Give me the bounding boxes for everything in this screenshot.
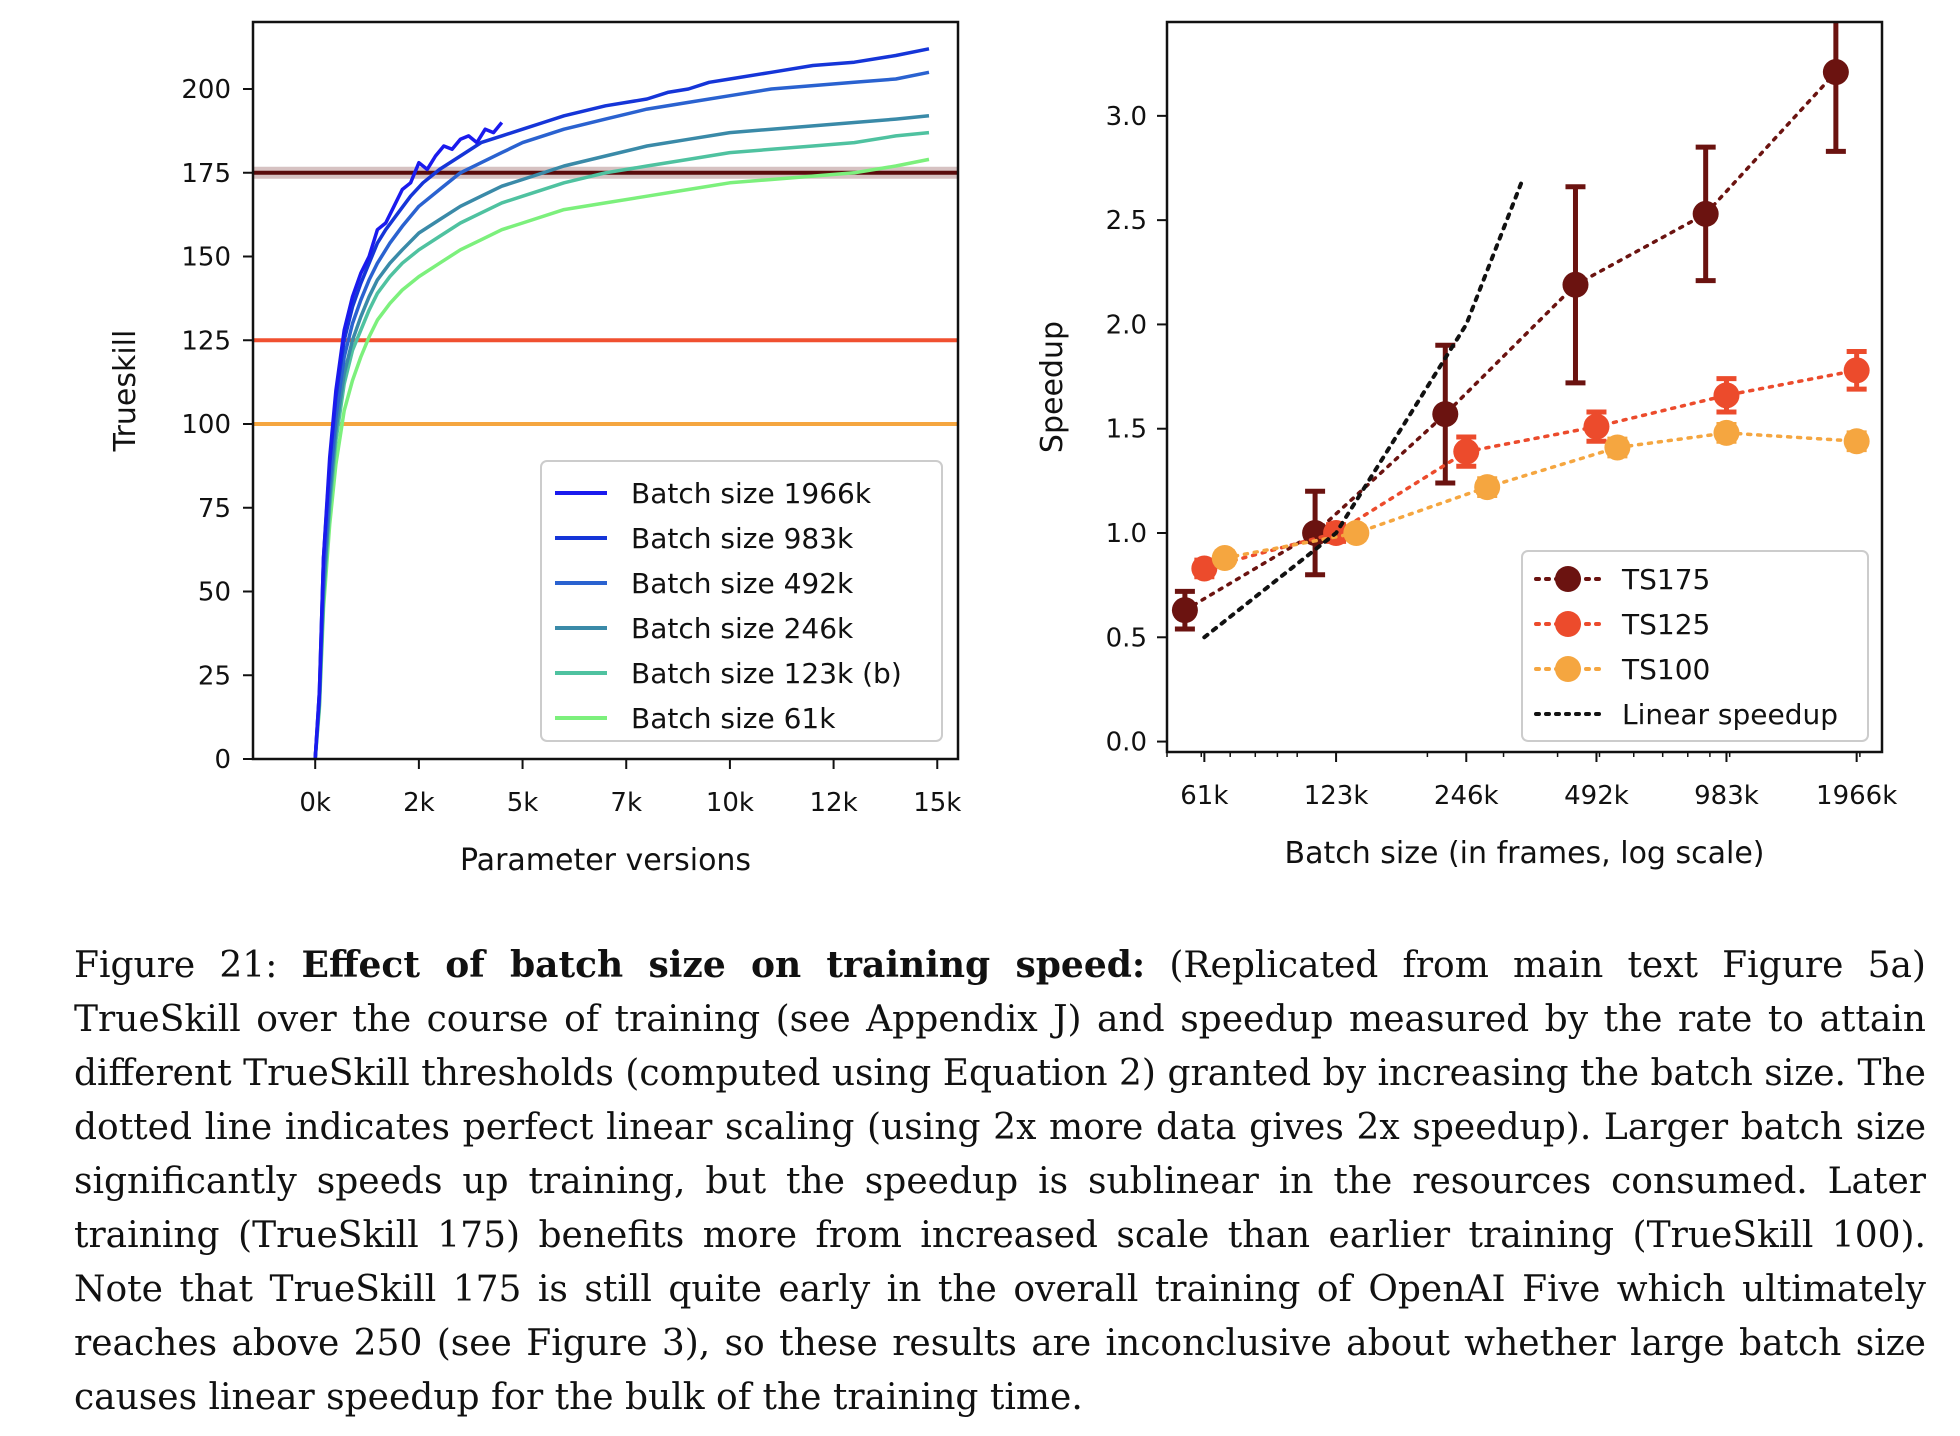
legend-label: TS100 (1621, 653, 1710, 686)
y-tick-label: 175 (181, 159, 231, 189)
x-tick-label: 123k (1304, 781, 1369, 811)
data-point (1843, 428, 1870, 455)
series-line-ts125 (1202, 368, 1859, 571)
data-point (1474, 474, 1501, 501)
series-line-batch-size-1966k (313, 121, 504, 760)
plot-frame (1165, 20, 1884, 754)
data-point (1171, 597, 1198, 624)
y-tick-label: 200 (181, 75, 231, 105)
x-axis-title: Batch size (in frames, log scale) (1285, 836, 1765, 871)
y-tick-label: 75 (198, 494, 231, 524)
y-tick-label: 50 (198, 578, 231, 608)
legend-label: Batch size 1966k (631, 477, 872, 510)
x-tick-label: 15k (913, 788, 961, 818)
y-tick-label: 3.0 (1106, 102, 1147, 132)
figure-charts: 0k 2k 5k 7k 10k 12k 15k 0 25 50 75 100 125 150 175 200 P… (108, 20, 1897, 878)
data-point (1343, 520, 1370, 546)
caption-bold-title: Effect of batch size on training speed: (301, 944, 1146, 986)
x-tick-label: 2k (403, 788, 435, 818)
legend-label: TS125 (1621, 608, 1710, 641)
data-point (1583, 413, 1610, 440)
y-tick-label: 0.5 (1106, 623, 1147, 653)
legend-box (1521, 550, 1869, 742)
y-tick-label: 1.5 (1106, 415, 1147, 445)
caption-lead: Figure 21: (74, 945, 278, 986)
legend-label: Batch size 123k (b) (631, 657, 902, 690)
legend-label: Batch size 61k (631, 702, 836, 735)
x-tick-label: 1966k (1816, 781, 1897, 811)
data-point (1713, 419, 1740, 446)
data-point (1211, 545, 1238, 572)
y-tick-label: 125 (181, 326, 231, 356)
series-line-linear-speedup (1202, 180, 1524, 640)
trueskill-plot: 0k 2k 5k 7k 10k 12k 15k 0 25 50 75 100 125 150 175 200 P… (108, 20, 961, 878)
x-tick-label: 61k (1180, 781, 1228, 811)
y-tick-label: 150 (181, 243, 231, 273)
y-axis-title: Speedup (1035, 321, 1070, 453)
series-line-batch-size-61k (313, 157, 930, 760)
legend-swatch-marker (1555, 611, 1581, 637)
x-tick-label: 983k (1694, 781, 1759, 811)
plot-area (1171, 22, 1870, 640)
legend-label: Linear speedup (1622, 698, 1838, 731)
data-point (1191, 555, 1218, 582)
x-tick-label: 7k (610, 788, 642, 818)
x-tick-label: 10k (706, 788, 754, 818)
data-point (1843, 357, 1870, 384)
legend-swatch-marker (1555, 566, 1581, 592)
x-tick-label: 492k (1564, 781, 1629, 811)
x-axis-title: Parameter versions (460, 843, 751, 878)
data-point (1453, 438, 1480, 465)
y-tick-label: 1.0 (1106, 519, 1147, 549)
speedup-plot: 61k 123k 246k 492k 983k 1966k 0.0 0.5 1.0 1.5 2.0 2… (1035, 20, 1897, 871)
legend-label: Batch size 983k (631, 522, 854, 555)
y-axis-title: Trueskill (108, 330, 143, 453)
y-tick-label: 2.5 (1106, 206, 1147, 236)
x-tick-label: 0k (299, 788, 331, 818)
y-tick-label: 0 (214, 745, 231, 775)
data-point (1604, 434, 1631, 461)
legend-label: TS175 (1621, 563, 1710, 596)
series-line-batch-size-492k (313, 70, 930, 760)
data-point (1692, 200, 1719, 227)
legend-swatch-marker (1555, 656, 1581, 682)
x-tick-label: 246k (1434, 781, 1499, 811)
data-point (1713, 382, 1740, 409)
y-tick-label: 2.0 (1106, 310, 1147, 340)
series-line-batch-size-246k (313, 114, 930, 760)
y-tick-label: 100 (181, 410, 231, 440)
plot-frame (251, 20, 960, 761)
x-tick-label: 12k (810, 788, 858, 818)
data-point (1562, 271, 1589, 298)
series-line-ts175 (1183, 70, 1838, 612)
legend-box (540, 460, 943, 742)
legend-label: Batch size 492k (631, 567, 854, 600)
data-point (1822, 59, 1849, 86)
y-tick-label: 0.0 (1106, 728, 1147, 758)
figure-caption: Figure 21: Effect of batch size on train… (74, 938, 1926, 1425)
x-tick-label: 5k (507, 788, 539, 818)
series-line-ts100 (1223, 431, 1859, 560)
data-point (1432, 401, 1459, 428)
series-line-batch-size-983k (313, 47, 930, 760)
legend-label: Batch size 246k (631, 612, 854, 645)
caption-body: (Replicated from main text Figure 5a) Tr… (74, 945, 1926, 1418)
y-tick-label: 25 (198, 661, 231, 691)
